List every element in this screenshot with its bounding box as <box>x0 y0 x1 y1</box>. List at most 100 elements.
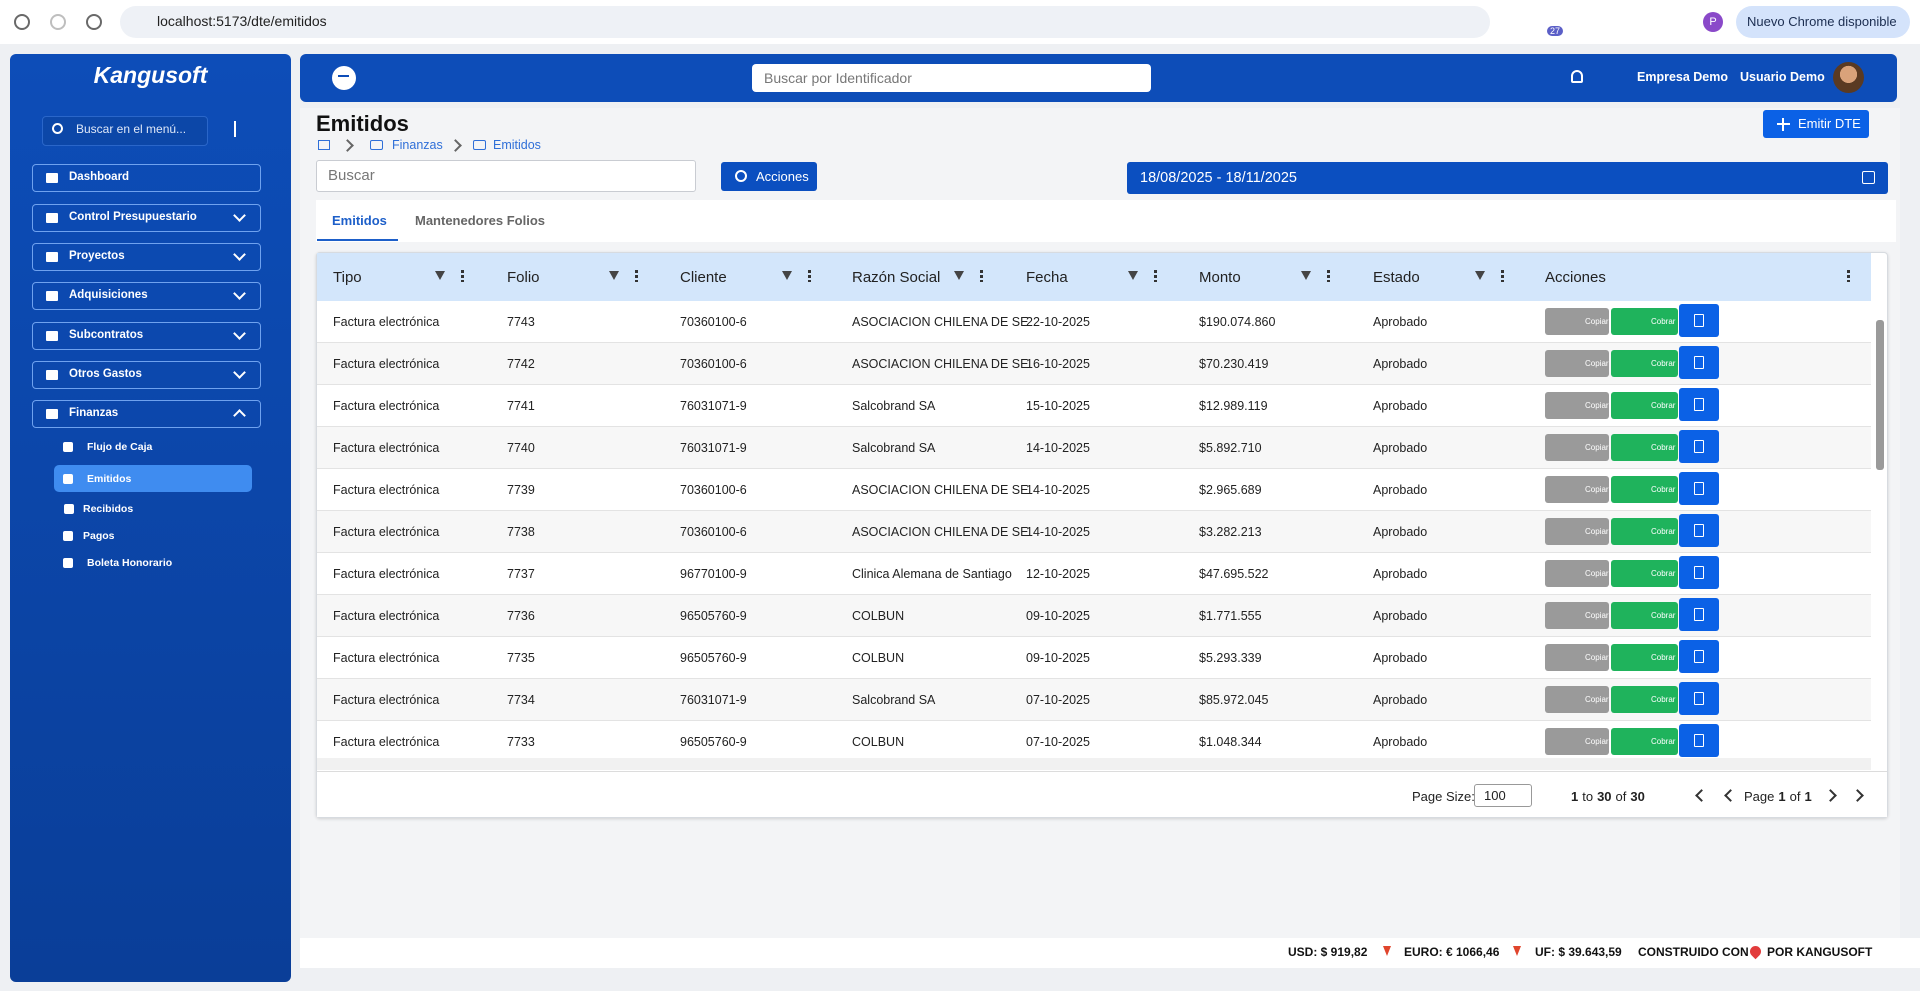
pdf-button[interactable] <box>1679 304 1719 337</box>
cobrar-button[interactable]: Cobrar <box>1611 350 1678 377</box>
submenu-label[interactable]: Emitidos <box>87 473 132 485</box>
copy-button[interactable]: Copiar <box>1545 518 1609 545</box>
filter-icon[interactable] <box>1301 271 1311 280</box>
column-menu[interactable] <box>635 270 638 282</box>
pdf-button[interactable] <box>1679 598 1719 631</box>
table-cell: Factura electrónica <box>333 651 440 665</box>
copy-button[interactable]: Copiar <box>1545 644 1609 671</box>
column-menu[interactable] <box>1327 270 1330 282</box>
filter-icon[interactable] <box>782 271 792 280</box>
pdf-button[interactable] <box>1679 346 1719 379</box>
submenu-label[interactable]: Flujo de Caja <box>87 441 153 453</box>
pdf-button[interactable] <box>1679 556 1719 589</box>
column-menu[interactable] <box>980 270 983 282</box>
copy-button[interactable]: Copiar <box>1545 434 1609 461</box>
cobrar-button[interactable]: Cobrar <box>1611 518 1678 545</box>
column-header[interactable]: Folio <box>507 269 540 286</box>
filter-icon[interactable] <box>609 271 619 280</box>
tab[interactable]: Mantenedores Folios <box>415 213 546 228</box>
menu-item[interactable] <box>32 204 261 232</box>
cobrar-button[interactable]: Cobrar <box>1611 560 1678 587</box>
table-cell: 7734 <box>507 693 535 707</box>
copy-button[interactable]: Copiar <box>1545 350 1609 377</box>
table-cell: 22-10-2025 <box>1026 315 1090 329</box>
column-header[interactable]: Estado <box>1373 269 1420 286</box>
column-header[interactable]: Monto <box>1199 269 1241 286</box>
filter-icon[interactable] <box>1128 271 1138 280</box>
pdf-button[interactable] <box>1679 472 1719 505</box>
filter-icon[interactable] <box>954 271 964 280</box>
column-header[interactable]: Tipo <box>333 269 362 286</box>
copy-button[interactable]: Copiar <box>1545 392 1609 419</box>
column-menu[interactable] <box>808 270 811 282</box>
brand: Kangusoft <box>93 62 208 88</box>
table-cell: Factura electrónica <box>333 609 440 623</box>
cobrar-button[interactable]: Cobrar <box>1611 686 1678 713</box>
pdf-button[interactable] <box>1679 388 1719 421</box>
filter-icon[interactable] <box>435 271 445 280</box>
copy-button[interactable]: Copiar <box>1545 728 1609 755</box>
cobrar-button[interactable]: Cobrar <box>1611 476 1678 503</box>
profile-avatar[interactable]: P <box>1703 12 1723 32</box>
pdf-button[interactable] <box>1679 682 1719 715</box>
table-cell: 7740 <box>507 441 535 455</box>
nav-button[interactable] <box>86 14 102 30</box>
submenu-label[interactable]: Boleta Honorario <box>87 557 173 569</box>
menu-download[interactable] <box>234 121 248 137</box>
copy-button[interactable]: Copiar <box>1545 602 1609 629</box>
address-bar[interactable] <box>120 6 1490 38</box>
submenu-label[interactable]: Recibidos <box>83 503 134 515</box>
column-header[interactable]: Cliente <box>680 269 727 286</box>
tab[interactable]: Emitidos <box>332 213 387 228</box>
pdf-button[interactable] <box>1679 640 1719 673</box>
submenu-label[interactable]: Pagos <box>83 530 115 542</box>
pdf-icon <box>1694 398 1704 411</box>
submenu-icon <box>63 474 73 484</box>
search-input[interactable]: Buscar <box>316 160 696 192</box>
column-menu[interactable] <box>1154 270 1157 282</box>
user[interactable]: Usuario Demo <box>1740 70 1825 84</box>
table-cell: Factura electrónica <box>333 525 440 539</box>
menu-icon <box>46 213 58 223</box>
menu-item[interactable] <box>32 164 261 192</box>
menu-item[interactable] <box>32 400 261 428</box>
column-menu[interactable] <box>461 270 464 282</box>
column-header[interactable]: Acciones <box>1545 269 1606 286</box>
down-arrow <box>1383 946 1391 956</box>
page-size-select[interactable]: 100 <box>1474 784 1532 807</box>
menu-selected[interactable] <box>54 465 252 492</box>
global-search[interactable]: Buscar por Identificador <box>752 64 1151 92</box>
cobrar-button[interactable]: Cobrar <box>1611 602 1678 629</box>
bell[interactable] <box>1571 70 1583 83</box>
filter-icon[interactable] <box>1475 271 1485 280</box>
column-menu[interactable] <box>1847 270 1850 282</box>
update-pill[interactable]: Nuevo Chrome disponible <box>1736 6 1910 38</box>
pdf-button[interactable] <box>1679 430 1719 463</box>
company[interactable]: Empresa Demo <box>1637 70 1729 84</box>
menu-search[interactable] <box>42 116 208 146</box>
menu-item[interactable] <box>32 361 261 389</box>
pdf-button[interactable] <box>1679 724 1719 757</box>
copy-button[interactable]: Copiar <box>1545 560 1609 587</box>
column-menu[interactable] <box>1501 270 1504 282</box>
cobrar-button[interactable]: Cobrar <box>1611 644 1678 671</box>
cobrar-button[interactable]: Cobrar <box>1611 392 1678 419</box>
nav-button[interactable] <box>50 14 66 30</box>
copy-button[interactable]: Copiar <box>1545 476 1609 503</box>
column-header[interactable]: Fecha <box>1026 269 1068 286</box>
breadcrumb[interactable]: Finanzas <box>392 138 443 152</box>
avatar[interactable] <box>1833 62 1864 93</box>
menu-item[interactable] <box>32 322 261 350</box>
cobrar-button[interactable]: Cobrar <box>1611 728 1678 755</box>
menu-item[interactable] <box>32 243 261 271</box>
column-header[interactable]: Razón Social <box>852 269 941 286</box>
back-button[interactable] <box>332 66 356 90</box>
cobrar-button[interactable]: Cobrar <box>1611 434 1678 461</box>
copy-button[interactable]: Copiar <box>1545 308 1609 335</box>
copy-button[interactable]: Copiar <box>1545 686 1609 713</box>
date-range[interactable]: 18/08/2025 - 18/11/2025 <box>1127 162 1888 194</box>
nav-button[interactable] <box>14 14 30 30</box>
cobrar-button[interactable]: Cobrar <box>1611 308 1678 335</box>
menu-item[interactable] <box>32 282 261 310</box>
pdf-button[interactable] <box>1679 514 1719 547</box>
